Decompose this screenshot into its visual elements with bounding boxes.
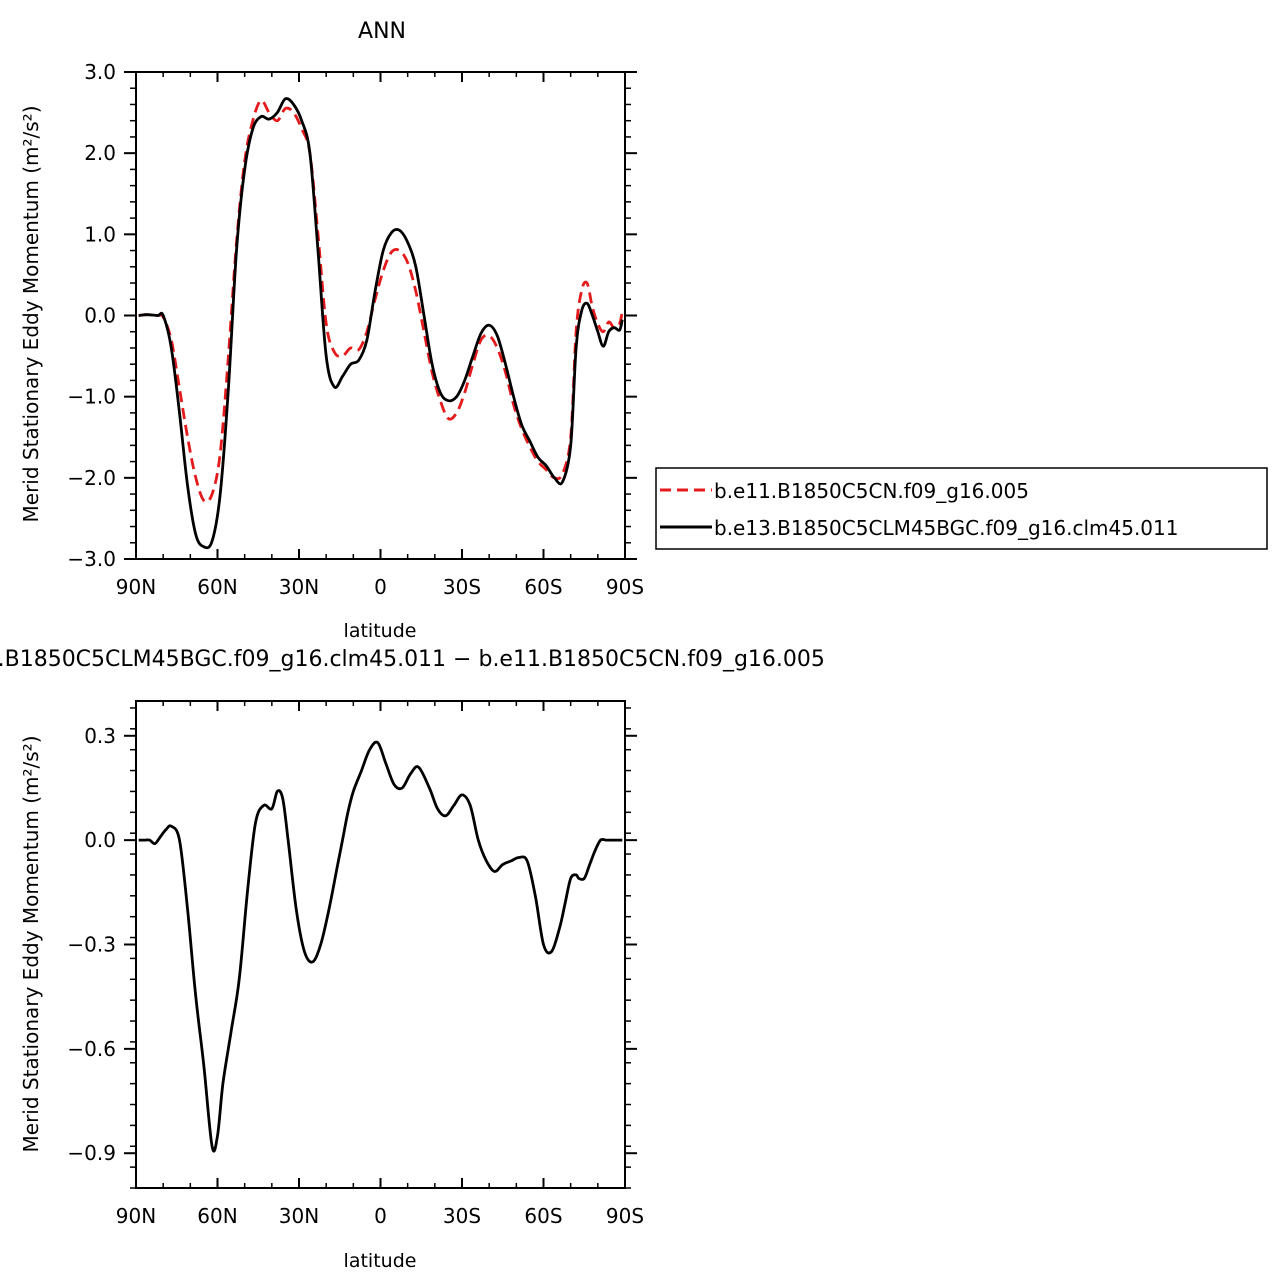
top-series	[138, 97, 624, 550]
bottom-y-axis-label: Merid Stationary Eddy Momentum (m²/s²)	[19, 736, 43, 1153]
top-y-tick-label: 0.0	[84, 304, 116, 328]
bottom-x-tick-label: 0	[374, 1204, 387, 1228]
top-x-tick-label: 90N	[116, 575, 156, 599]
bottom-panel: b.e13.B1850C5CLM45BGC.f09_g16.clm45.011 …	[0, 647, 825, 1272]
bottom-y-tick-label: −0.9	[67, 1141, 116, 1165]
bottom-ticks: 90N 60N 30N 0 30S 60S 90S 0.3 0.0 −0.3 −0.6 −0.9	[67, 701, 644, 1228]
legend-box	[655, 467, 1268, 550]
top-chart-title: ANN	[358, 19, 406, 44]
top-series-line-2	[138, 97, 624, 550]
top-x-axis-label: latitude	[344, 620, 417, 642]
top-y-tick-label: −1.0	[67, 385, 116, 409]
top-ticks: 90N 60N 30N 0 30S 60S 90S 3.0 2.0 1.0 0.0 −1.0 −2.0 −…	[67, 60, 644, 599]
top-y-axis-label: Merid Stationary Eddy Momentum (m²/s²)	[19, 106, 43, 523]
bottom-x-tick-label: 60S	[524, 1204, 562, 1228]
bottom-x-tick-label: 90S	[606, 1204, 644, 1228]
bottom-x-tick-label: 30S	[443, 1204, 481, 1228]
bottom-x-tick-label: 90N	[116, 1204, 156, 1228]
top-x-tick-label: 30N	[279, 575, 319, 599]
bottom-x-axis-label: latitude	[344, 1250, 417, 1272]
top-panel: ANN Merid Stationary Eddy Momentum (m²/s…	[19, 19, 644, 642]
top-x-tick-label: 0	[374, 575, 387, 599]
top-series-line-1	[138, 98, 624, 504]
bottom-series	[138, 740, 623, 1153]
bottom-series-line-1	[138, 740, 623, 1153]
bottom-y-tick-label: −0.3	[67, 933, 116, 957]
top-x-tick-label: 60S	[524, 575, 562, 599]
top-y-tick-label: 1.0	[84, 222, 116, 246]
bottom-y-tick-label: 0.0	[84, 828, 116, 852]
bottom-x-tick-label: 60N	[197, 1204, 237, 1228]
top-y-tick-label: 2.0	[84, 141, 116, 165]
bottom-y-tick-label: 0.3	[84, 724, 116, 748]
bottom-x-tick-label: 30N	[279, 1204, 319, 1228]
top-y-tick-label: −2.0	[67, 466, 116, 490]
legend-label-series-1: b.e11.B1850C5CN.f09_g16.005	[714, 479, 1029, 503]
top-x-tick-label: 60N	[197, 575, 237, 599]
top-x-tick-label: 90S	[606, 575, 644, 599]
top-x-tick-label: 30S	[443, 575, 481, 599]
bottom-y-tick-label: −0.6	[67, 1037, 116, 1061]
legend: b.e11.B1850C5CN.f09_g16.005 b.e13.B1850C…	[655, 467, 1268, 550]
legend-label-series-2: b.e13.B1850C5CLM45BGC.f09_g16.clm45.011	[714, 516, 1178, 540]
bottom-chart-title: b.e13.B1850C5CLM45BGC.f09_g16.clm45.011 …	[0, 647, 825, 672]
bottom-plot-frame	[135, 700, 626, 1189]
top-plot-frame	[135, 71, 626, 560]
top-y-tick-label: −3.0	[67, 547, 116, 571]
top-y-tick-label: 3.0	[84, 60, 116, 84]
